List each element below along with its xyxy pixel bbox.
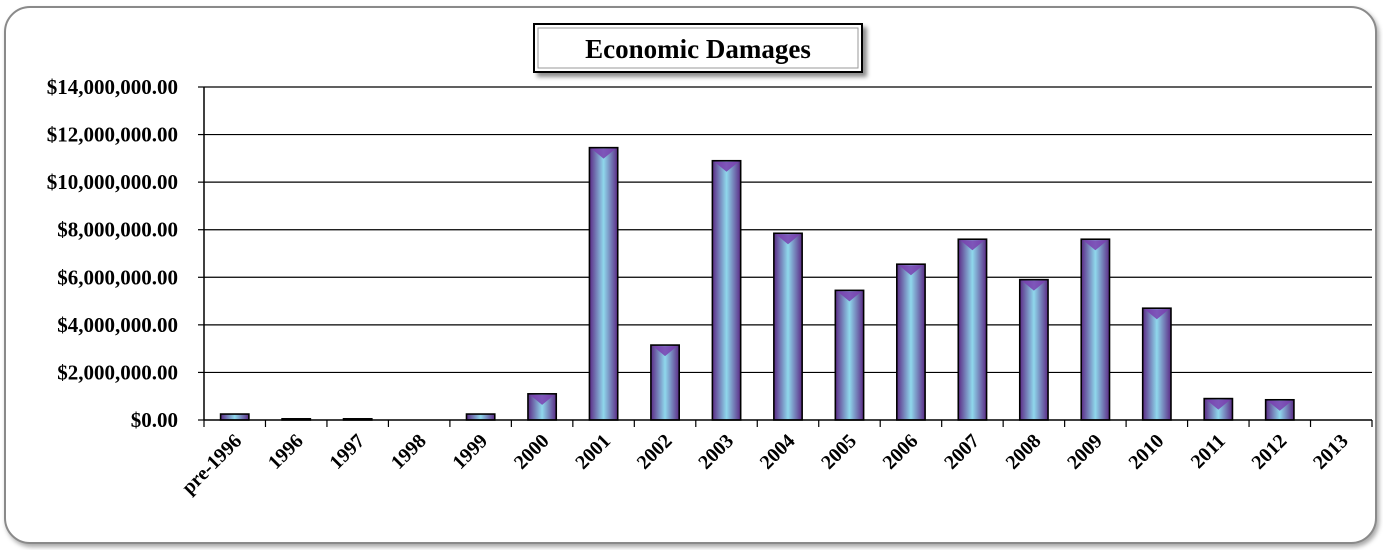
y-tick-label: $8,000,000.00 [57, 218, 178, 242]
bar [465, 413, 496, 421]
x-tick-label: 2002 [633, 430, 677, 474]
bar [650, 344, 680, 421]
bar [1203, 397, 1234, 421]
y-axis-ticks: $0.00 $2,000,000.00 $4,000,000.00 $6,000,00… [47, 75, 204, 432]
bar [834, 289, 865, 421]
y-tick-label: $6,000,000.00 [57, 265, 178, 289]
axes [203, 87, 1372, 421]
x-tick-label: 2011 [1187, 430, 1230, 473]
bar [588, 146, 619, 421]
y-tick-label: $10,000,000.00 [47, 170, 178, 194]
chart-title-box: Economic Damages [533, 23, 863, 73]
y-tick-label: $12,000,000.00 [47, 123, 178, 147]
chart-title: Economic Damages [585, 34, 811, 64]
y-tick-label: $4,000,000.00 [57, 313, 178, 337]
x-tick-label: 1999 [448, 430, 492, 474]
bar [1018, 278, 1049, 421]
bar [773, 232, 803, 421]
x-tick-label: 2013 [1309, 430, 1353, 474]
bar [527, 393, 558, 421]
x-tick-label: 2010 [1125, 430, 1169, 474]
bar [1141, 307, 1172, 421]
x-tick-label: 2006 [879, 430, 923, 474]
x-tick-label: 1996 [264, 430, 308, 474]
y-tick-label: $0.00 [131, 408, 178, 432]
x-tick-label: 2005 [817, 430, 861, 474]
bar [219, 413, 250, 421]
bar [957, 238, 988, 421]
bar [896, 263, 926, 421]
x-tick-label: pre-1996 [178, 430, 247, 499]
x-tick-label: 2001 [571, 430, 615, 474]
bars [219, 146, 1295, 421]
x-tick-label: 2008 [1002, 430, 1046, 474]
y-tick-label: $14,000,000.00 [47, 75, 178, 99]
bar [1264, 398, 1295, 421]
x-axis-ticks: pre-1996 1996 1997 1998 1999 2000 2001 2002 2003… [178, 420, 1373, 499]
x-tick-label: 2009 [1063, 430, 1107, 474]
x-tick-label: 2007 [940, 430, 984, 474]
x-tick-label: 2004 [756, 430, 800, 474]
x-tick-label: 2000 [510, 430, 554, 474]
bar [711, 159, 742, 421]
x-tick-label: 2012 [1247, 430, 1291, 474]
x-tick-label: 1998 [387, 430, 431, 474]
y-tick-label: $2,000,000.00 [57, 360, 178, 384]
chart-frame [4, 6, 1377, 544]
bar [1080, 238, 1111, 421]
x-tick-label: 1997 [325, 430, 369, 474]
x-tick-label: 2003 [694, 430, 738, 474]
